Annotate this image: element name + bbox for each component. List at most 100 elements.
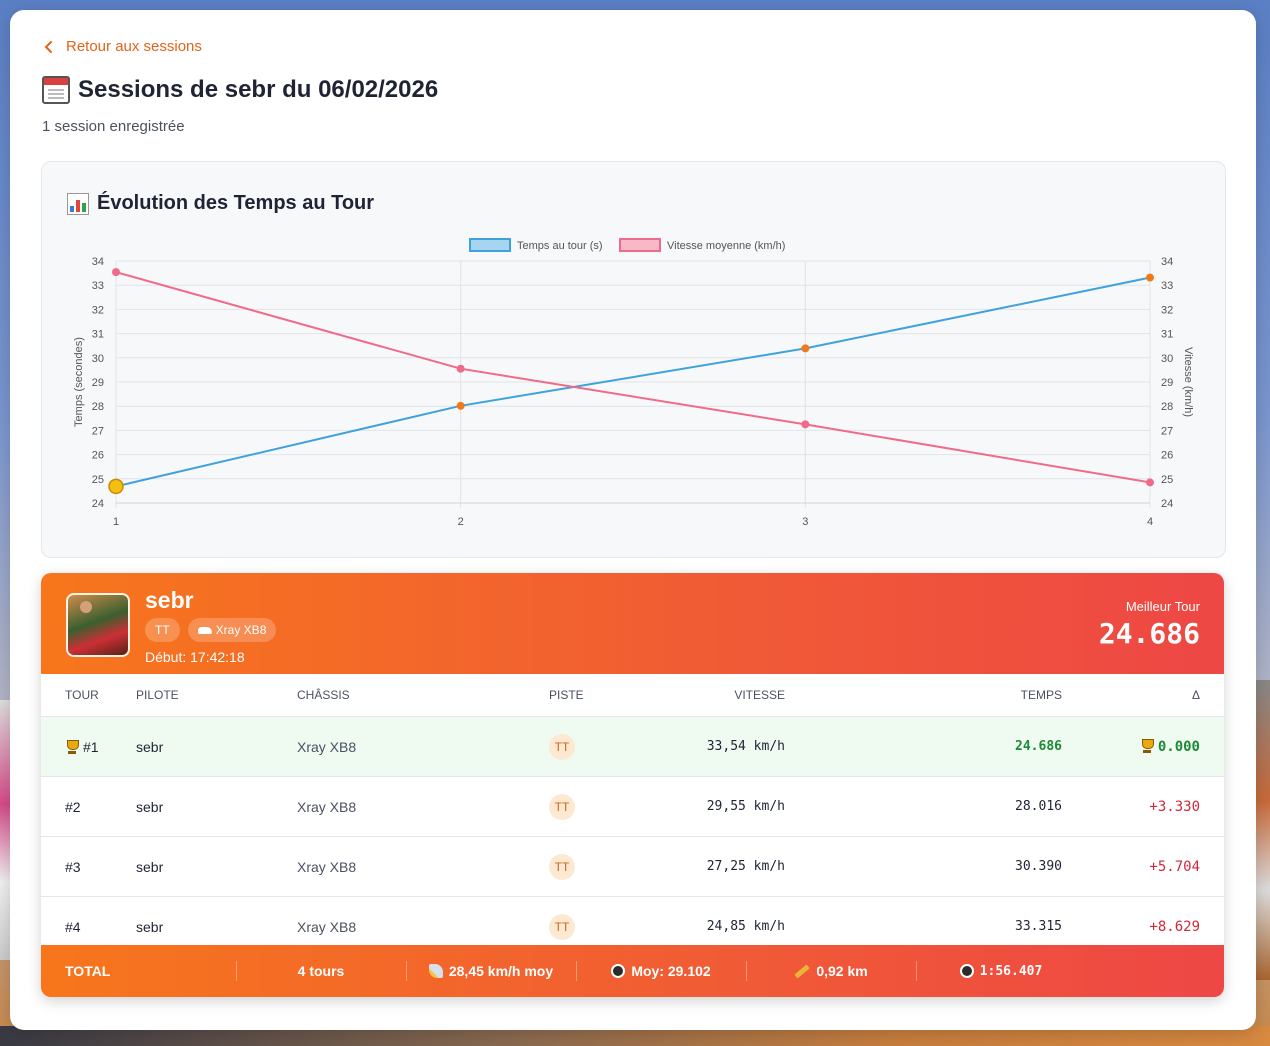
x-tick-label: 4 (1147, 516, 1153, 528)
column-header-pilot[interactable]: PILOTE (135, 674, 296, 717)
x-tick-label: 2 (458, 516, 464, 528)
back-link-label: Retour aux sessions (66, 38, 202, 55)
driver-header: sebr TT Xray XB8 Début: 17:42:18 Meilleu… (41, 573, 1224, 674)
table-row[interactable]: #2 sebr Xray XB8 TT 29,55 km/h 28.016 +3… (41, 776, 1224, 837)
data-point (801, 344, 810, 353)
y2-tick-label: 34 (1161, 256, 1173, 268)
chassis-cell: Xray XB8 (296, 836, 548, 897)
bar-chart-icon (67, 192, 89, 215)
table-row[interactable]: #3 sebr Xray XB8 TT 27,25 km/h 30.390 +5… (41, 836, 1224, 897)
pilot-cell: sebr (135, 776, 296, 837)
y-tick-label: 28 (92, 401, 104, 413)
y-tick-label: 24 (92, 498, 104, 510)
total-avg-time: Moy: 29.102 (576, 945, 746, 997)
delta-cell: +3.330 (1062, 776, 1224, 837)
chassis-chip: Xray XB8 (187, 618, 277, 642)
lap-cell: #1 (41, 716, 135, 777)
legend-swatch (619, 238, 661, 252)
y-tick-label: 34 (92, 256, 104, 268)
avg-time-value: Moy: 29.102 (631, 963, 711, 979)
stopwatch-icon (611, 964, 626, 978)
column-header-track[interactable]: PISTE (548, 674, 700, 717)
pilot-cell: sebr (135, 836, 296, 897)
x-tick-label: 1 (113, 516, 119, 528)
y-tick-label: 29 (92, 377, 104, 389)
avatar (66, 593, 130, 657)
start-time: Début: 17:42:18 (145, 649, 245, 665)
track-badge: TT (549, 793, 575, 820)
data-point (112, 268, 120, 277)
data-point (456, 364, 465, 373)
series-line (115, 271, 1151, 484)
best-lap-label: Meilleur Tour (1125, 599, 1200, 614)
lap-cell: #3 (41, 836, 135, 897)
legend-swatch (469, 238, 511, 252)
y-tick-label: 33 (92, 280, 104, 292)
legend-label: Temps au tour (s) (517, 240, 603, 252)
total-time-value: 1:56.407 (979, 963, 1043, 979)
table-header-row: TOUR PILOTE CHÂSSIS PISTE VITESSE TEMPS … (41, 674, 1224, 717)
track-cell: TT (548, 716, 700, 777)
laps-table: TOUR PILOTE CHÂSSIS PISTE VITESSE TEMPS … (41, 674, 1224, 957)
chevron-left-icon (44, 40, 52, 53)
pilot-cell: sebr (135, 716, 296, 777)
avg-speed-value: 28,45 km/h moy (448, 963, 554, 979)
y2-tick-label: 32 (1161, 304, 1173, 316)
y2-tick-label: 25 (1161, 474, 1173, 486)
x-tick-label: 3 (802, 516, 808, 528)
column-header-time[interactable]: TEMPS (786, 674, 1062, 717)
time-cell: 28.016 (786, 776, 1062, 837)
chart-title: Évolution des Temps au Tour (67, 192, 374, 215)
y-tick-label: 25 (92, 474, 104, 486)
time-cell: 30.390 (786, 836, 1062, 897)
delta-cell: 0.000 (1062, 716, 1224, 777)
track-cell: TT (548, 836, 700, 897)
back-link[interactable]: Retour aux sessions (42, 38, 202, 55)
delta-value: 0.000 (1157, 738, 1200, 755)
stopwatch-icon (959, 964, 974, 978)
y-tick-label: 32 (92, 304, 104, 316)
chart-title-text: Évolution des Temps au Tour (97, 192, 375, 214)
total-time: 1:56.407 (916, 945, 1086, 997)
chassis-chip-label: Xray XB8 (215, 623, 267, 637)
y2-tick-label: 28 (1161, 401, 1173, 413)
lap-time-chart-card: Évolution des Temps au Tour 24 24 25 25 26 26… (41, 161, 1226, 558)
column-header-delta[interactable]: Δ (1062, 674, 1224, 717)
background-decoration (1254, 680, 1270, 980)
y2-tick-label: 33 (1161, 280, 1173, 292)
total-label: TOTAL (65, 963, 111, 979)
y2-tick-label: 30 (1161, 353, 1173, 365)
data-point (456, 401, 465, 410)
chassis-cell: Xray XB8 (296, 776, 548, 837)
y-tick-label: 30 (92, 353, 104, 365)
column-header-speed[interactable]: VITESSE (700, 674, 786, 717)
track-cell: TT (548, 776, 700, 837)
delta-cell: +5.704 (1062, 836, 1224, 897)
track-badge: TT (549, 913, 575, 940)
column-header-lap[interactable]: TOUR (41, 674, 135, 717)
y2-tick-label: 29 (1161, 377, 1173, 389)
data-point (1146, 273, 1154, 282)
table-row[interactable]: #1 sebr Xray XB8 TT 33,54 km/h 24.686 0.… (41, 716, 1224, 777)
driver-chips: TT Xray XB8 (145, 618, 277, 642)
distance-value: 0,92 km (816, 963, 868, 979)
column-header-chassis[interactable]: CHÂSSIS (296, 674, 548, 717)
track-badge: TT (549, 733, 575, 760)
speed-cell: 33,54 km/h (700, 716, 786, 777)
legend-label: Vitesse moyenne (km/h) (667, 240, 785, 252)
total-bar: TOTAL 4 tours 28,45 km/h moy Moy: 29.102… (41, 945, 1224, 997)
data-point (108, 478, 124, 495)
data-point (801, 420, 810, 429)
session-count: 1 session enregistrée (42, 118, 185, 135)
total-distance: 0,92 km (746, 945, 916, 997)
y2-tick-label: 27 (1161, 425, 1173, 437)
speed-cell: 27,25 km/h (700, 836, 786, 897)
y2-axis-title: Vitesse (km/h) (1182, 347, 1194, 417)
track-badge: TT (549, 853, 575, 880)
time-cell: 24.686 (786, 716, 1062, 777)
data-point (1146, 478, 1154, 487)
page-title-text: Sessions de sebr du 06/02/2026 (78, 76, 439, 103)
ruler-icon (794, 963, 811, 979)
y-tick-label: 31 (92, 329, 104, 341)
